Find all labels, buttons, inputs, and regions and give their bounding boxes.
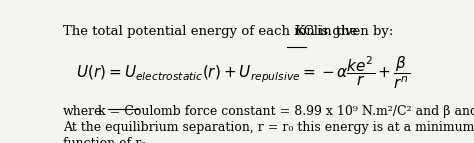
Text: is given by:: is given by: [313,25,393,38]
Text: KCl: KCl [294,25,319,38]
Text: function of r₀.: function of r₀. [63,137,150,143]
Text: k = Coulomb force constant = 8.99 x 10⁹ N.m²/C² and β and n are positive constan: k = Coulomb force constant = 8.99 x 10⁹ … [93,105,474,118]
Text: where: where [63,105,102,118]
Text: $U(r) = U_{electrostatic}(r)+U_{repulsive} = -\alpha\dfrac{ke^2}{r}+\dfrac{\beta: $U(r) = U_{electrostatic}(r)+U_{repulsiv… [76,55,410,91]
Text: At the equilibrium separation, r = r₀ this energy is at a minimum. Deduce an exp: At the equilibrium separation, r = r₀ th… [63,121,474,134]
Text: The total potential energy of each ion in the: The total potential energy of each ion i… [63,25,362,38]
